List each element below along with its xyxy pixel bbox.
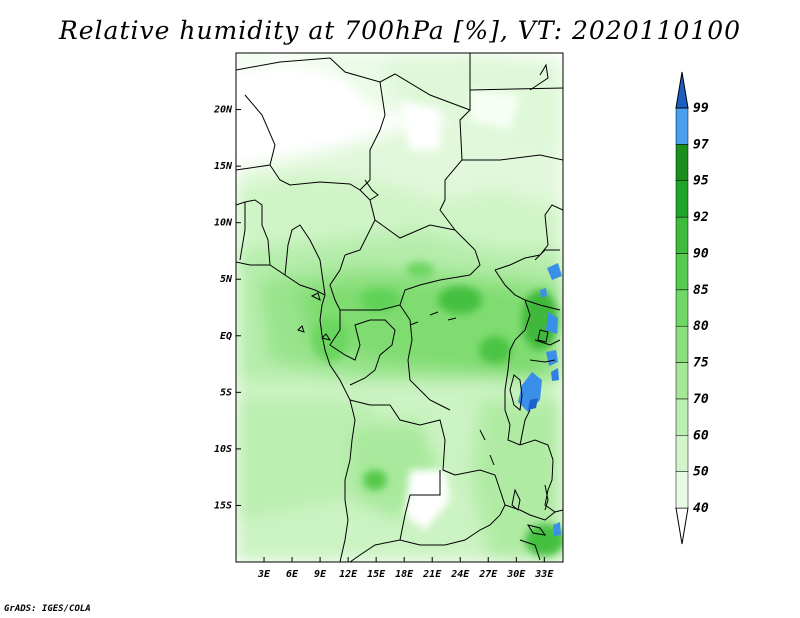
lon-tick-label: 9E (314, 569, 327, 580)
colorbar-segment (675, 216, 689, 254)
lon-tick-label: 6E (286, 569, 299, 580)
lat-tick-label: EQ (220, 331, 232, 342)
political-boundaries (236, 53, 563, 562)
colorbar-segment (675, 289, 689, 327)
map-title: Relative humidity at 700hPa [%], VT: 202… (58, 16, 742, 45)
lat-tick-label: 5S (220, 387, 232, 398)
colorbar-segment (675, 362, 689, 400)
colorbar-segment (675, 180, 689, 218)
colorbar-segment (675, 144, 689, 181)
lat-tick-label: 20N (213, 105, 233, 116)
colorbar-level-label: 90 (693, 246, 709, 261)
colorbar-segment (675, 471, 689, 509)
colorbar-bottom-arrow (675, 507, 689, 545)
colorbar-level-label: 40 (693, 501, 709, 516)
lon-tick-label: 24E (450, 569, 470, 580)
lat-tick-label: 15S (214, 500, 232, 511)
lat-tick-label: 10S (214, 444, 232, 455)
colorbar-segment (675, 253, 689, 291)
colorbar-level-label: 70 (693, 392, 709, 407)
lon-tick-label: 18E (395, 569, 414, 580)
lon-tick-label: 3E (257, 569, 271, 580)
colorbar-segment (675, 325, 689, 363)
colorbar-segment (675, 398, 689, 436)
colorbar-level-label: 99 (693, 101, 709, 116)
colorbar-level-label: 50 (693, 465, 709, 480)
colorbar-segment (675, 107, 689, 145)
high-humidity-patches (518, 263, 562, 536)
colorbar-level-label: 60 (693, 428, 709, 443)
colorbar-segment (675, 435, 689, 472)
lon-tick-label: 21E (422, 569, 442, 580)
lat-tick-label: 5N (220, 274, 233, 285)
colorbar-level-label: 85 (693, 283, 709, 298)
grads-credit: GrADS: IGES/COLA (4, 604, 91, 614)
lon-tick-label: 30E (506, 569, 526, 580)
colorbar-level-label: 80 (693, 319, 709, 334)
lon-tick-label: 12E (339, 569, 358, 580)
lat-tick-label: 10N (214, 218, 233, 229)
colorbar-level-label: 95 (693, 174, 709, 189)
colorbar-level-label: 92 (693, 210, 709, 225)
longitude-axis: 3E 6E 9E 12E 15E 18E 21E 24E 27E 30E 33E (257, 557, 554, 580)
lon-tick-label: 27E (478, 569, 498, 580)
lat-tick-label: 15N (214, 161, 233, 172)
lon-tick-label: 15E (367, 569, 386, 580)
colorbar: 40 50 60 70 75 80 85 90 92 95 97 99 (675, 71, 709, 545)
colorbar-level-label: 75 (693, 356, 709, 371)
colorbar-level-label: 97 (693, 137, 709, 152)
lon-tick-label: 33E (534, 569, 554, 580)
latitude-axis: 20N 15N 10N 5N EQ 5S 10S 15S (213, 105, 241, 511)
colorbar-top-arrow (675, 71, 689, 109)
humidity-field (236, 53, 563, 562)
map-frame (235, 52, 564, 563)
